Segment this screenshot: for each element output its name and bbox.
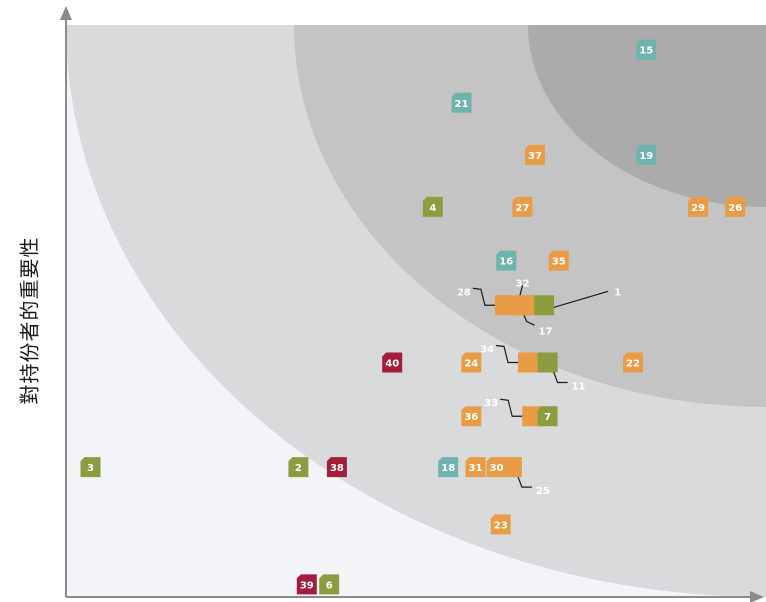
point-label-16: 16 [499, 257, 513, 268]
point-26 [725, 196, 746, 217]
point-label-29: 29 [691, 203, 705, 214]
point-19 [636, 144, 657, 165]
point-label-25: 25 [536, 486, 550, 497]
point-label-36: 36 [464, 412, 478, 423]
point-39 [296, 574, 317, 595]
point-label-3: 3 [87, 463, 94, 474]
point-label-37: 37 [528, 151, 542, 162]
axes [60, 6, 764, 602]
point-36 [461, 406, 482, 427]
point-label-30: 30 [490, 463, 504, 474]
point-label-35: 35 [552, 257, 566, 268]
point-15 [636, 39, 657, 60]
point-label-39: 39 [300, 580, 314, 591]
point-37 [525, 144, 545, 165]
point-label-31: 31 [469, 463, 483, 474]
point-28 [494, 295, 515, 316]
point-38 [326, 457, 347, 478]
point-label-33: 33 [484, 398, 498, 409]
point-30 [486, 457, 507, 478]
point-label-26: 26 [728, 203, 742, 214]
point-2 [288, 457, 309, 478]
point-label-19: 19 [639, 151, 653, 162]
point-label-24: 24 [464, 358, 478, 369]
point-label-18: 18 [441, 463, 455, 474]
point-label-28: 28 [457, 287, 471, 298]
point-31 [465, 457, 486, 478]
point-label-27: 27 [515, 203, 529, 214]
y-axis-arrow [60, 6, 72, 20]
point-27 [512, 196, 533, 217]
point-label-7: 7 [544, 412, 551, 423]
point-label-2: 2 [295, 463, 302, 474]
point-label-40: 40 [385, 358, 399, 369]
point-16 [496, 250, 517, 271]
point-label-15: 15 [639, 46, 653, 57]
zone-very-high [528, 25, 766, 207]
point-label-21: 21 [455, 99, 469, 110]
point-3 [80, 457, 101, 478]
point-1 [534, 295, 555, 316]
point-label-4: 4 [429, 203, 436, 214]
point-18 [438, 457, 459, 478]
x-axis-arrow [750, 591, 764, 602]
point-label-1: 1 [614, 287, 621, 298]
point-35 [548, 250, 569, 271]
point-29 [688, 196, 709, 217]
point-label-23: 23 [494, 520, 508, 531]
point-17 [514, 295, 535, 316]
point-label-6: 6 [326, 580, 333, 591]
point-22 [623, 352, 643, 373]
point-4 [422, 196, 443, 217]
point-label-22: 22 [626, 358, 640, 369]
point-34 [518, 352, 538, 373]
point-21 [451, 92, 472, 113]
point-label-34: 34 [480, 344, 494, 355]
point-24 [461, 352, 482, 373]
point-23 [490, 514, 511, 535]
point-label-32: 32 [516, 278, 530, 289]
point-25 [501, 457, 522, 478]
point-label-11: 11 [572, 381, 586, 392]
point-40 [382, 352, 403, 373]
point-7 [537, 406, 558, 427]
point-11 [537, 352, 558, 373]
importance-zones [66, 25, 766, 597]
point-6 [319, 574, 340, 595]
point-label-38: 38 [330, 463, 344, 474]
point-label-17: 17 [539, 326, 553, 337]
point-33 [522, 406, 543, 427]
